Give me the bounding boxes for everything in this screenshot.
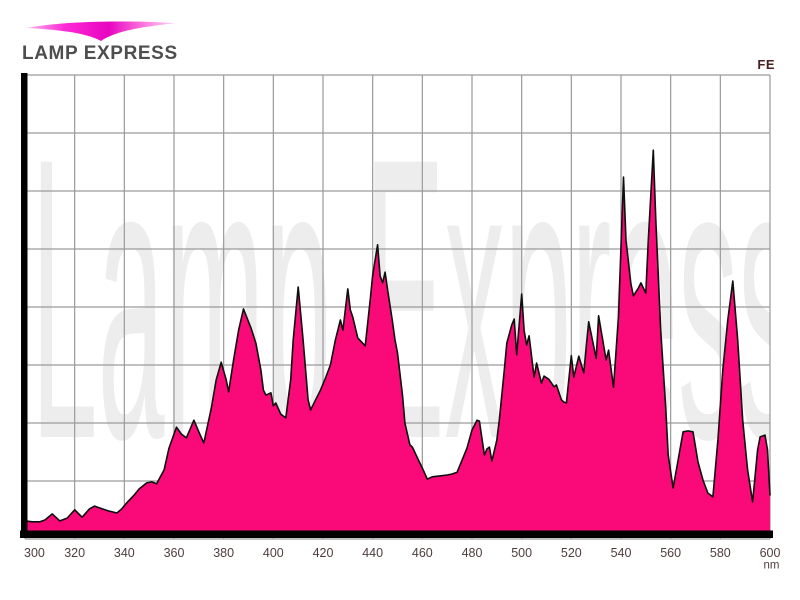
x-tick-label-440: 440 (362, 546, 383, 560)
x-tick-label-300: 300 (24, 546, 45, 560)
x-tick-label-360: 360 (164, 546, 185, 560)
x-tick-label-580: 580 (710, 546, 731, 560)
x-tick-label-600: 600 (760, 546, 781, 560)
x-axis-bar (20, 530, 773, 538)
brand-logo: LAMP EXPRESS (22, 16, 178, 65)
x-tick-label-420: 420 (313, 546, 334, 560)
x-tick-label-340: 340 (114, 546, 135, 560)
x-tick-label-460: 460 (412, 546, 433, 560)
x-tick-label-520: 520 (561, 546, 582, 560)
x-tick-label-380: 380 (213, 546, 234, 560)
logo-swoosh-icon (27, 21, 176, 41)
spectrum-area (25, 150, 770, 534)
x-tick-label-540: 540 (611, 546, 632, 560)
x-tick-label-320: 320 (64, 546, 85, 560)
x-tick-label-560: 560 (660, 546, 681, 560)
x-tick-label-400: 400 (263, 546, 284, 560)
x-tick-label-500: 500 (511, 546, 532, 560)
spectrum-outline (24, 149, 771, 523)
swoosh-shape (27, 21, 176, 41)
brand-name: LAMP EXPRESS (22, 43, 178, 64)
lamp-type-label: FE (757, 57, 775, 72)
y-axis-bar (21, 73, 28, 538)
x-tick-label-480: 480 (462, 546, 483, 560)
x-axis-unit-label: nm (764, 560, 780, 572)
